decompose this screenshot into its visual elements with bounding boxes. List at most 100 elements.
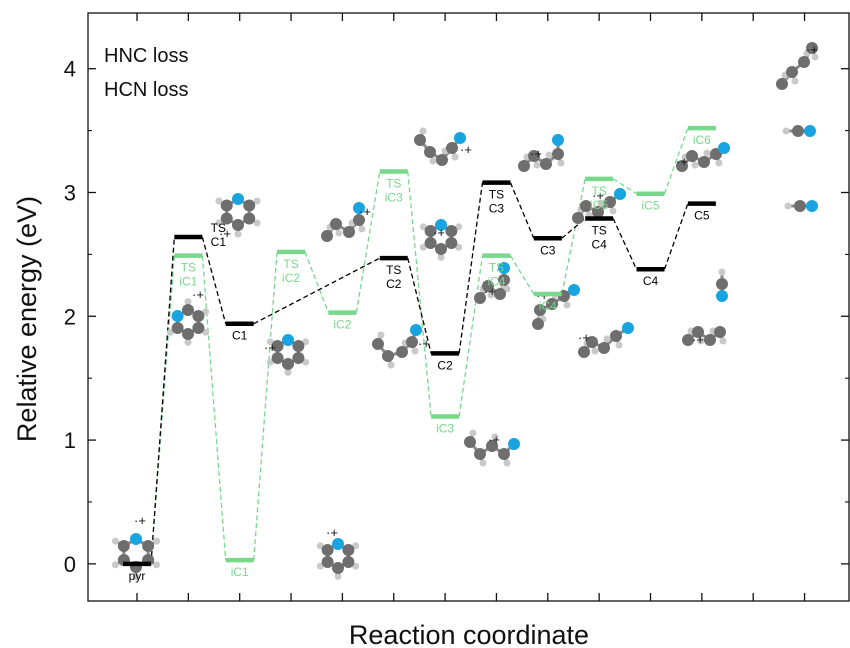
- hydrogen-atom: [284, 368, 292, 376]
- hydrogen-atom: [202, 308, 210, 316]
- hydrogen-atom: [234, 230, 242, 238]
- carbon-atom: [396, 346, 408, 358]
- hydrogen-atom: [358, 225, 366, 233]
- carbon-atom: [321, 544, 334, 556]
- carbon-atom: [342, 544, 355, 556]
- connector-ts-c1-c1: [201, 236, 227, 324]
- legend: HNC loss HCN loss: [104, 45, 188, 101]
- radical-cation-mark: ·+: [219, 226, 231, 241]
- carbon-atom: [692, 326, 704, 338]
- molecule-ic1: ·+: [316, 525, 360, 580]
- radical-cation-mark: ·+: [433, 225, 445, 240]
- hydrogen-atom: [215, 197, 223, 205]
- carbon-atom: [776, 78, 788, 90]
- carbon-atom: [435, 243, 447, 255]
- hydrogen-atom: [419, 127, 427, 135]
- molecule-ic4: ·+: [578, 322, 634, 358]
- radical-cation-mark: ·+: [326, 525, 338, 540]
- y-tick-label: 4: [64, 57, 76, 82]
- label-ts-c4: TS: [591, 223, 606, 237]
- label-ts-c2: TS: [386, 263, 401, 277]
- carbon-atom: [232, 219, 244, 231]
- carbon-atom: [586, 336, 598, 348]
- molecule-hcn-c5: [784, 200, 818, 212]
- hydrogen-atom: [419, 243, 427, 251]
- molecule-hcn-c4: [716, 268, 728, 302]
- hydrogen-atom: [469, 429, 477, 437]
- molecule-c3: ·+: [572, 188, 626, 224]
- carbon-atom: [474, 292, 486, 304]
- carbon-atom: [342, 556, 355, 568]
- connector-ts-ic5-ic5: [612, 178, 637, 195]
- carbon-atom: [486, 440, 498, 452]
- label-ts-ic1: iC1: [179, 275, 197, 289]
- carbon-atom: [676, 160, 688, 172]
- hydrogen-atom: [811, 53, 819, 61]
- carbon-atom: [578, 346, 590, 358]
- carbon-atom: [532, 318, 544, 330]
- nitrogen-atom: [410, 324, 422, 336]
- carbon-atom: [518, 160, 530, 172]
- nitrogen-atom: [232, 193, 244, 205]
- hydrogen-atom: [153, 561, 161, 569]
- hydrogen-atom: [563, 301, 571, 309]
- hydrogen-atom: [718, 268, 726, 276]
- hydrogen-atom: [334, 572, 342, 580]
- connector-ts-c4-c4: [612, 218, 638, 270]
- molecule-c4-fragment: ·+: [682, 326, 727, 347]
- nitrogen-atom: [614, 188, 626, 200]
- nitrogen-atom: [716, 290, 728, 302]
- y-axis-label: Relative energy (eV): [12, 196, 42, 442]
- label-c1: C1: [232, 329, 248, 343]
- label-c2: C2: [437, 358, 453, 372]
- hydrogen-atom: [782, 127, 790, 135]
- carbon-atom: [698, 156, 710, 168]
- molecule-ic3: ·+: [464, 429, 520, 467]
- carbon-atom: [794, 200, 806, 212]
- radical-cation-mark: ·+: [134, 513, 146, 528]
- radical-cation-mark: ·+: [192, 287, 204, 302]
- legend-entry: HNC loss: [104, 45, 188, 67]
- carbon-atom: [243, 212, 256, 225]
- carbon-atom: [528, 150, 540, 162]
- connector-ts-ic3-ic3: [407, 171, 432, 417]
- carbon-atom: [792, 125, 804, 137]
- hydrogen-atom: [784, 202, 792, 210]
- hydrogen-atom: [387, 361, 395, 369]
- hydrogen-atom: [111, 561, 119, 569]
- hydrogen-atom: [202, 328, 210, 336]
- nitrogen-atom: [806, 200, 818, 212]
- label-ts-c1: C1: [211, 235, 227, 249]
- radical-cation-mark: ·+: [592, 188, 604, 203]
- label-ts-ic4: TS: [489, 261, 504, 275]
- plot-frame: [87, 12, 850, 602]
- nitrogen-atom: [454, 132, 466, 144]
- carbon-atom: [192, 322, 205, 334]
- radical-cation-mark: ·+: [578, 330, 590, 345]
- hydrogen-atom: [697, 337, 705, 345]
- carbon-atom: [292, 340, 305, 352]
- hydrogen-atom: [352, 542, 360, 550]
- axes-group: 0 1 2 3 4: [64, 12, 850, 602]
- hydrogen-atom: [266, 338, 274, 346]
- connector-c4-c5: [663, 203, 689, 270]
- label-c3: C3: [540, 243, 556, 257]
- connector-ts-ic2-ic2: [304, 251, 330, 313]
- hydrogen-atom: [715, 159, 723, 167]
- molecule-pyr-isomer: ·+: [166, 287, 210, 346]
- nitrogen-atom: [353, 202, 365, 214]
- label-ic3: iC3: [436, 422, 454, 436]
- label-ts-ic3: iC3: [385, 190, 403, 204]
- hydrogen-atom: [166, 328, 174, 336]
- carbon-atom: [598, 342, 610, 354]
- nitrogen-atom: [171, 310, 184, 322]
- carbon-atom: [220, 199, 233, 212]
- nitrogen-atom: [435, 219, 447, 231]
- nitrogen-atom: [622, 322, 634, 334]
- hydrogen-atom: [451, 153, 459, 161]
- carbon-atom: [192, 310, 205, 322]
- hydrogen-atom: [429, 157, 437, 165]
- radical-cation-mark: ·+: [484, 284, 496, 299]
- carbon-atom: [482, 280, 494, 292]
- carbon-atom: [424, 225, 437, 237]
